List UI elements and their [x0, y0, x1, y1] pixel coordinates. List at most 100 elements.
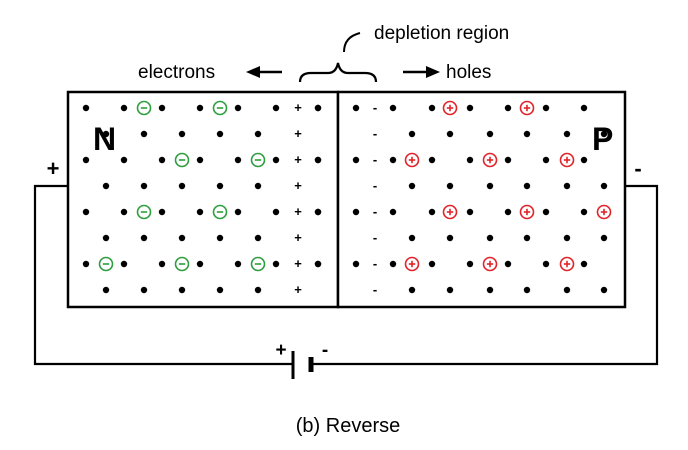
electrons-label: electrons — [138, 62, 215, 83]
electron-dot — [102, 234, 110, 242]
hole-dot — [600, 286, 608, 294]
hole-dot — [466, 104, 474, 112]
hole-dot — [352, 208, 360, 216]
hole-dot — [523, 130, 531, 138]
hole-dot — [408, 182, 416, 190]
holes-arrow-head — [426, 66, 440, 78]
hole-dot — [504, 260, 512, 268]
p-terminal-sign: - — [634, 156, 641, 181]
hole-dot — [563, 234, 571, 242]
hole-dot — [408, 130, 416, 138]
hole-dot — [523, 182, 531, 190]
electron-dot — [234, 260, 242, 268]
electron-dot — [140, 286, 148, 294]
electron-dot — [254, 130, 262, 138]
hole-dot — [446, 130, 454, 138]
hole-dot — [486, 286, 494, 294]
positive-ion-sign: + — [294, 100, 302, 115]
electron-vacancy-icon — [98, 256, 114, 272]
positive-ion-sign: + — [294, 152, 302, 167]
positive-ion-sign: + — [294, 126, 302, 141]
n-terminal-sign: + — [47, 156, 60, 181]
hole-dot — [542, 208, 550, 216]
battery-plus-sign: + — [275, 340, 286, 361]
hole-icon — [442, 204, 458, 220]
electron-vacancy-icon — [136, 100, 152, 116]
hole-dot — [542, 260, 550, 268]
hole-dot — [466, 156, 474, 164]
hole-dot — [408, 234, 416, 242]
electron-dot — [272, 156, 280, 164]
hole-dot — [486, 130, 494, 138]
hole-dot — [352, 156, 360, 164]
electron-vacancy-icon — [250, 256, 266, 272]
electron-dot — [178, 234, 186, 242]
positive-ion-sign: + — [294, 282, 302, 297]
hole-icon — [559, 152, 575, 168]
right-wire — [312, 184, 659, 366]
hole-icon — [596, 204, 612, 220]
electrons-arrow-head — [246, 66, 260, 78]
hole-icon — [482, 152, 498, 168]
hole-icon — [482, 256, 498, 272]
n-region-label: N — [93, 121, 116, 157]
hole-dot — [389, 156, 397, 164]
electron-dot — [140, 234, 148, 242]
depletion-brace — [298, 62, 378, 83]
hole-dot — [580, 156, 588, 164]
hole-dot — [446, 234, 454, 242]
electron-dot — [140, 130, 148, 138]
hole-dot — [486, 234, 494, 242]
negative-ion-sign: - — [373, 282, 377, 297]
electron-dot — [120, 104, 128, 112]
negative-ion-sign: - — [373, 178, 377, 193]
hole-dot — [523, 234, 531, 242]
electron-dot — [102, 130, 110, 138]
positive-ion-sign: + — [294, 204, 302, 219]
electron-dot — [178, 130, 186, 138]
hole-dot — [389, 208, 397, 216]
negative-ion-sign: - — [373, 256, 377, 271]
electron-dot — [272, 208, 280, 216]
hole-dot — [428, 208, 436, 216]
hole-dot — [504, 208, 512, 216]
electron-dot — [196, 104, 204, 112]
electron-dot — [216, 182, 224, 190]
electron-dot — [272, 104, 280, 112]
electron-dot — [234, 208, 242, 216]
hole-dot — [352, 104, 360, 112]
negative-ion-sign: - — [373, 126, 377, 141]
electron-dot — [158, 156, 166, 164]
electron-dot — [254, 234, 262, 242]
electron-vacancy-icon — [250, 152, 266, 168]
hole-dot — [408, 286, 416, 294]
electron-dot — [120, 260, 128, 268]
hole-dot — [600, 234, 608, 242]
electron-dot — [102, 182, 110, 190]
electron-dot — [314, 104, 322, 112]
electron-dot — [196, 260, 204, 268]
hole-dot — [428, 260, 436, 268]
hole-icon — [404, 256, 420, 272]
electron-dot — [234, 104, 242, 112]
electron-vacancy-icon — [212, 204, 228, 220]
negative-ion-sign: - — [373, 100, 377, 115]
electron-dot — [158, 260, 166, 268]
negative-ion-sign: - — [373, 204, 377, 219]
hole-dot — [600, 130, 608, 138]
left-wire — [33, 184, 292, 366]
electron-dot — [158, 104, 166, 112]
electron-dot — [216, 286, 224, 294]
p-region-label: P — [592, 121, 613, 157]
electron-dot — [216, 130, 224, 138]
depletion-region-label: depletion region — [374, 23, 509, 44]
electron-dot — [120, 156, 128, 164]
positive-ion-sign: + — [294, 178, 302, 193]
hole-dot — [466, 208, 474, 216]
battery-minus-sign: - — [322, 340, 328, 361]
electron-dot — [196, 208, 204, 216]
hole-dot — [389, 260, 397, 268]
hole-dot — [466, 260, 474, 268]
